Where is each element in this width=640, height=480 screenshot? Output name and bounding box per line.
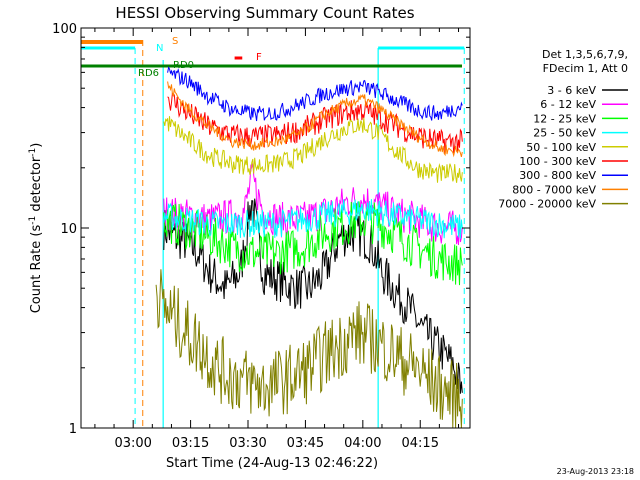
series-line-1 (163, 163, 463, 246)
series-layer (155, 66, 463, 429)
series-line-0 (163, 198, 463, 394)
flag-label-s: S (172, 36, 178, 47)
series-line-3 (163, 199, 463, 239)
y-axis-label-sup2: -1 (28, 148, 38, 157)
legend-entry-label: 6 - 12 keV (540, 98, 596, 111)
x-axis-label: Start Time (24-Aug-13 02:46:22) (166, 456, 378, 471)
legend-entry-label: 100 - 300 keV (519, 155, 596, 168)
legend-entry-label: 25 - 50 keV (533, 127, 596, 140)
y-axis-label-mid: detector (29, 156, 44, 216)
series-line-2 (163, 201, 463, 286)
legend-header-line: FDecim 1, Att 0 (543, 62, 628, 75)
x-tick-label: 03:45 (287, 436, 324, 451)
x-tick-label: 03:15 (172, 436, 209, 451)
flag-label-f: F (256, 52, 262, 63)
legend-entry-label: 300 - 800 keV (519, 169, 596, 182)
legend-entry-label: 50 - 100 keV (526, 141, 596, 154)
axes-layer: 03:00 03:15 03:30 03:45 04:00 04:15 1 10 100 (52, 22, 471, 451)
y-axis-label-main: Count Rate (s (29, 225, 44, 314)
series-line-6 (167, 66, 463, 122)
legend: Det 1,3,5,6,7,9,FDecim 1, Att 0 3 - 6 keV… (498, 48, 628, 211)
legend-entry-label: 3 - 6 keV (547, 84, 596, 97)
flag-label-n: N (156, 43, 163, 54)
flag-label-rd6: RD6 (138, 68, 159, 79)
chart-title: HESSI Observing Summary Count Rates (115, 4, 414, 22)
y-axis-label-end: ) (29, 143, 44, 148)
y-tick-label: 10 (60, 222, 77, 237)
series-line-8 (155, 269, 463, 429)
legend-header-line: Det 1,3,5,6,7,9, (542, 48, 628, 61)
series-line-4 (163, 116, 463, 183)
legend-entry-label: 800 - 7000 keV (512, 183, 596, 196)
y-tick-label: 1 (69, 422, 77, 437)
x-tick-label: 03:30 (229, 436, 266, 451)
y-axis-label: Count Rate (s-1 detector-1) (28, 143, 44, 314)
y-tick-label: 100 (52, 22, 77, 37)
x-tick-label: 04:00 (344, 436, 381, 451)
flag-label-rd0: RD0 (173, 60, 194, 71)
legend-entry-label: 7000 - 20000 keV (498, 198, 596, 211)
x-tick-label: 03:00 (114, 436, 151, 451)
x-tick-label: 04:15 (402, 436, 439, 451)
legend-entry-label: 12 - 25 keV (533, 112, 596, 125)
plot-timestamp: 23-Aug-2013 23:18 (557, 467, 634, 476)
series-line-7 (167, 81, 463, 158)
y-axis-label-sup1: -1 (28, 216, 38, 225)
